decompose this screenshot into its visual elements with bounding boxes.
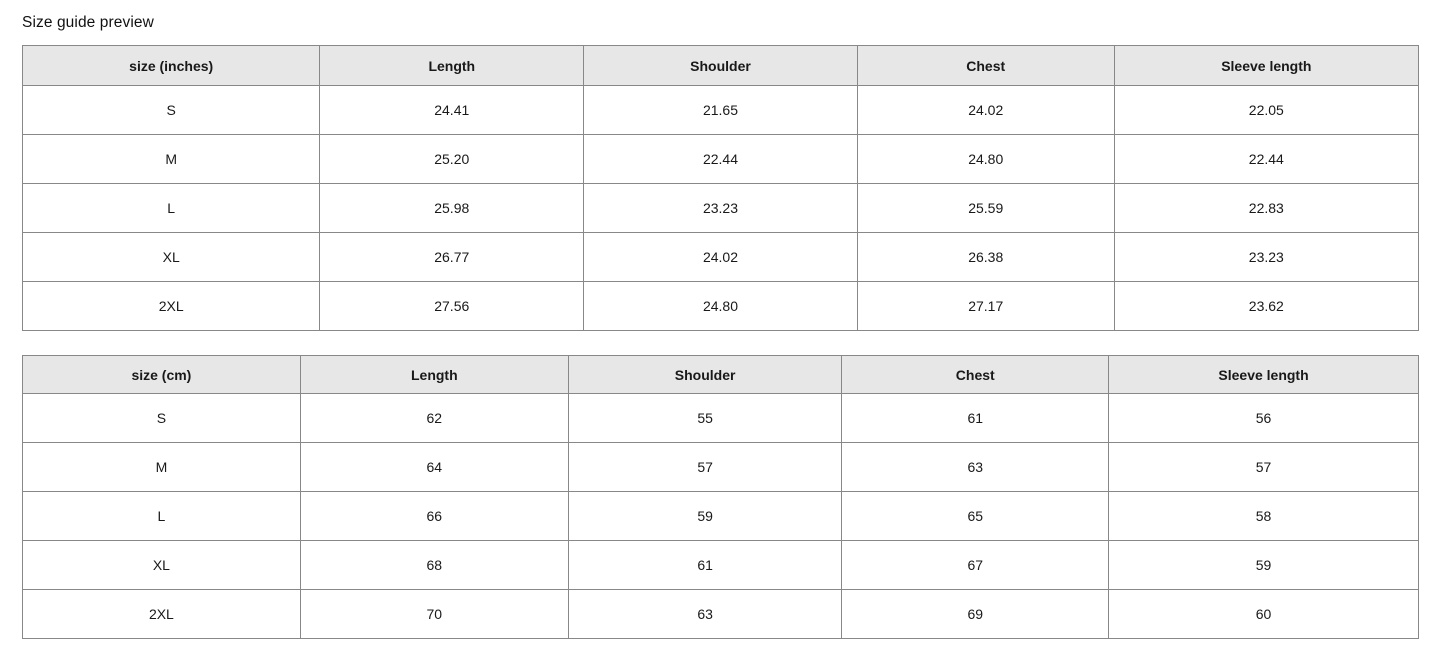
measurement-cell: 26.77 [319, 232, 585, 282]
measurement-cell: 62 [299, 393, 569, 443]
measurement-cell: 26.38 [856, 232, 1115, 282]
column-header: Shoulder [583, 45, 858, 86]
measurement-cell: 24.02 [856, 85, 1115, 135]
measurement-cell: 27.56 [319, 281, 585, 331]
table-row: M 64 57 63 57 [22, 442, 1419, 492]
table-row: M 25.20 22.44 24.80 22.44 [21, 134, 1420, 184]
table-row: 2XL 27.56 24.80 27.17 23.62 [21, 281, 1420, 331]
measurement-cell: 59 [567, 491, 843, 541]
measurement-cell: 57 [567, 442, 843, 492]
measurement-cell: 61 [567, 540, 843, 590]
column-header: Shoulder [567, 355, 843, 394]
measurement-cell: 25.98 [319, 183, 585, 233]
size-label-cell: L [21, 183, 321, 233]
measurement-cell: 27.17 [856, 281, 1115, 331]
size-table-inches-header: size (inches) Length Shoulder Chest Sleeve l… [21, 45, 1420, 86]
measurement-cell: 21.65 [583, 85, 858, 135]
size-table-cm-header: size (cm) Length Shoulder Chest Sleeve lengt… [22, 355, 1419, 394]
table-row: L 66 59 65 58 [22, 491, 1419, 541]
header-row: size (cm) Length Shoulder Chest Sleeve lengt… [22, 355, 1419, 394]
measurement-cell: 69 [841, 589, 1110, 639]
size-table-inches: size (inches) Length Shoulder Chest Sleeve l… [21, 45, 1420, 331]
measurement-cell: 22.05 [1113, 85, 1420, 135]
measurement-cell: 63 [567, 589, 843, 639]
size-table-cm: size (cm) Length Shoulder Chest Sleeve lengt… [22, 355, 1419, 639]
header-row: size (inches) Length Shoulder Chest Sleeve l… [21, 45, 1420, 86]
measurement-cell: 63 [841, 442, 1110, 492]
measurement-cell: 24.41 [319, 85, 585, 135]
measurement-cell: 22.44 [583, 134, 858, 184]
measurement-cell: 65 [841, 491, 1110, 541]
measurement-cell: 70 [299, 589, 569, 639]
column-header: Length [299, 355, 569, 394]
size-label-cell: M [21, 134, 321, 184]
measurement-cell: 58 [1108, 491, 1419, 541]
measurement-cell: 55 [567, 393, 843, 443]
size-label-cell: XL [22, 540, 301, 590]
measurement-cell: 68 [299, 540, 569, 590]
size-label-cell: XL [21, 232, 321, 282]
table-row: S 62 55 61 56 [22, 393, 1419, 443]
table-row: XL 68 61 67 59 [22, 540, 1419, 590]
table-row: S 24.41 21.65 24.02 22.05 [21, 85, 1420, 135]
measurement-cell: 25.59 [856, 183, 1115, 233]
page-title: Size guide preview [22, 14, 154, 31]
size-label-cell: 2XL [21, 281, 321, 331]
table-row: XL 26.77 24.02 26.38 23.23 [21, 232, 1420, 282]
measurement-cell: 23.23 [583, 183, 858, 233]
column-header: size (inches) [21, 45, 321, 86]
column-header: size (cm) [22, 355, 301, 394]
size-label-cell: S [22, 393, 301, 443]
measurement-cell: 60 [1108, 589, 1419, 639]
column-header: Sleeve length [1113, 45, 1420, 86]
size-table-inches-body: S 24.41 21.65 24.02 22.05 M 25.20 22.44 24.80 22.… [21, 85, 1420, 331]
measurement-cell: 22.44 [1113, 134, 1420, 184]
measurement-cell: 67 [841, 540, 1110, 590]
measurement-cell: 22.83 [1113, 183, 1420, 233]
table-row: L 25.98 23.23 25.59 22.83 [21, 183, 1420, 233]
column-header: Chest [841, 355, 1110, 394]
measurement-cell: 25.20 [319, 134, 585, 184]
measurement-cell: 61 [841, 393, 1110, 443]
column-header: Chest [856, 45, 1115, 86]
measurement-cell: 23.23 [1113, 232, 1420, 282]
measurement-cell: 66 [299, 491, 569, 541]
measurement-cell: 23.62 [1113, 281, 1420, 331]
size-label-cell: M [22, 442, 301, 492]
table-row: 2XL 70 63 69 60 [22, 589, 1419, 639]
measurement-cell: 24.02 [583, 232, 858, 282]
size-label-cell: 2XL [22, 589, 301, 639]
measurement-cell: 64 [299, 442, 569, 492]
measurement-cell: 56 [1108, 393, 1419, 443]
column-header: Length [319, 45, 585, 86]
size-label-cell: L [22, 491, 301, 541]
measurement-cell: 24.80 [583, 281, 858, 331]
size-table-cm-body: S 62 55 61 56 M 64 57 63 57 L 66 59 65 58 XL 68 61 67 59 2XL… [22, 393, 1419, 639]
measurement-cell: 59 [1108, 540, 1419, 590]
measurement-cell: 24.80 [856, 134, 1115, 184]
size-label-cell: S [21, 85, 321, 135]
measurement-cell: 57 [1108, 442, 1419, 492]
column-header: Sleeve length [1108, 355, 1419, 394]
